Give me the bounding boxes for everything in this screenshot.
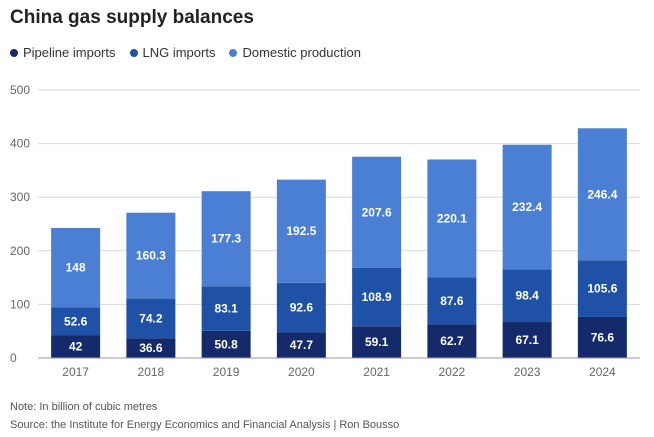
data-label: 177.3	[211, 232, 241, 246]
y-tick-label: 300	[10, 190, 30, 204]
x-tick-label: 2023	[514, 365, 541, 379]
data-label: 98.4	[515, 289, 539, 303]
data-label: 59.1	[365, 335, 389, 349]
x-tick-label: 2019	[213, 365, 240, 379]
bar-segment	[276, 282, 326, 333]
legend-item-pipeline: Pipeline imports	[10, 45, 116, 60]
x-tick-label: 2018	[138, 365, 165, 379]
legend-swatch-pipeline	[10, 48, 18, 57]
data-label: 220.1	[437, 211, 467, 225]
bar-segment	[126, 298, 176, 339]
legend-item-lng: LNG imports	[129, 45, 216, 60]
data-label: 108.9	[362, 290, 392, 304]
bar-segment	[276, 179, 326, 283]
bar-segment	[427, 159, 477, 278]
bar-segment	[51, 307, 101, 336]
bar-segment	[352, 267, 402, 327]
x-tick-label: 2024	[589, 365, 616, 379]
legend-swatch-domestic	[229, 48, 238, 57]
data-label: 232.4	[512, 200, 542, 214]
bar-segment	[352, 326, 402, 358]
data-label: 62.7	[440, 334, 464, 348]
y-tick-label: 200	[10, 244, 30, 258]
data-label: 67.1	[515, 333, 539, 347]
bar-segment	[126, 338, 176, 358]
y-tick-label: 500	[10, 83, 30, 97]
data-label: 74.2	[139, 311, 163, 325]
data-label: 87.6	[440, 294, 464, 308]
legend-label-pipeline: Pipeline imports	[23, 45, 116, 60]
legend: Pipeline imports LNG imports Domestic pr…	[10, 45, 361, 60]
y-tick-label: 400	[10, 137, 30, 151]
bar-segment	[502, 269, 552, 323]
bar-segment	[577, 128, 627, 261]
bar-segment	[352, 156, 402, 268]
legend-label-lng: LNG imports	[142, 45, 216, 60]
x-tick-label: 2021	[363, 365, 390, 379]
bar-segment	[51, 227, 101, 308]
bar-segment	[201, 191, 251, 287]
x-tick-label: 2017	[62, 365, 89, 379]
legend-item-domestic: Domestic production	[229, 45, 361, 60]
bar-segment	[502, 322, 552, 358]
chart-title: China gas supply balances	[10, 7, 254, 28]
data-label: 36.6	[139, 341, 163, 355]
data-label: 47.7	[290, 338, 314, 352]
data-label: 207.6	[362, 205, 392, 219]
y-tick-label: 100	[10, 297, 30, 311]
data-label: 246.4	[587, 187, 617, 201]
bar-segment	[276, 332, 326, 358]
data-label: 192.5	[286, 224, 316, 238]
data-label: 148	[66, 261, 86, 275]
data-label: 83.1	[214, 302, 238, 316]
bar-segment	[577, 316, 627, 358]
bar-segment	[427, 324, 477, 358]
footnote: Note: In billion of cubic metres	[10, 401, 158, 413]
bar-segment	[502, 144, 552, 270]
data-label: 52.6	[64, 314, 88, 328]
x-tick-label: 2022	[439, 365, 466, 379]
bar-segment	[577, 260, 627, 317]
bar-segment	[51, 335, 101, 358]
bar-segment	[201, 286, 251, 331]
data-label: 42	[69, 340, 83, 354]
bar-segment	[126, 212, 176, 299]
data-label: 50.8	[214, 337, 238, 351]
bar-segment	[427, 277, 477, 325]
data-label: 105.6	[587, 282, 617, 296]
source-credit: Source: the Institute for Energy Economi…	[10, 419, 400, 431]
data-label: 160.3	[136, 249, 166, 263]
data-label: 92.6	[290, 301, 314, 315]
legend-label-domestic: Domestic production	[242, 45, 361, 60]
data-label: 76.6	[591, 330, 615, 344]
y-tick-label: 0	[10, 351, 17, 365]
x-tick-label: 2020	[288, 365, 315, 379]
legend-swatch-lng	[129, 48, 138, 57]
bar-segment	[201, 330, 251, 358]
